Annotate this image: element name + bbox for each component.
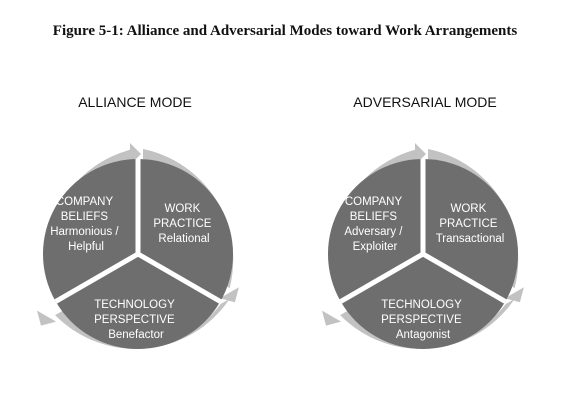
alliance-company-beliefs-label: COMPANY BELIEFS Harmonious / Helpful xyxy=(50,196,122,253)
figure-title: Figure 5-1: Alliance and Adversarial Mod… xyxy=(52,23,518,39)
alliance-divider xyxy=(136,251,222,304)
segment-label-line: COMPANY xyxy=(345,196,403,208)
adversarial-divider xyxy=(339,251,425,304)
adversarial-divider xyxy=(421,251,507,304)
alliance-work-practice-label: WORK PRACTICE Relational xyxy=(153,203,214,245)
segment-label-line: PRACTICE xyxy=(153,218,211,230)
segment-label-line: Helpful xyxy=(68,241,104,253)
segment-label-line: Adversary / xyxy=(344,226,403,238)
alliance-ring-arrowhead-3 xyxy=(37,310,57,326)
segment-label-line: Exploiter xyxy=(353,241,398,253)
adversarial-technology-perspective-label: TECHNOLOGY PERSPECTIVE Antagonist xyxy=(381,299,465,341)
segment-label-line: PERSPECTIVE xyxy=(381,314,462,326)
adversarial-company-beliefs-label: COMPANY BELIEFS Adversary / Exploiter xyxy=(344,196,405,253)
alliance-segments xyxy=(42,159,234,350)
alliance-ring-arrowhead-2 xyxy=(219,287,239,303)
adversarial-work-practice-label: WORK PRACTICE Transactional xyxy=(436,203,505,245)
alliance-mode-title: ALLIANCE MODE xyxy=(78,94,192,110)
segment-label-line: PRACTICE xyxy=(439,218,497,230)
adversarial-mode-title: ADVERSARIAL MODE xyxy=(353,94,496,110)
adversarial-ring-arrowhead-2 xyxy=(504,287,524,303)
segment-label-line: WORK xyxy=(165,203,201,215)
segment-label-line: Antagonist xyxy=(396,329,451,341)
segment-label-line: Transactional xyxy=(436,233,505,245)
segment-label-line: Relational xyxy=(158,233,209,245)
segment-label-line: TECHNOLOGY xyxy=(381,299,462,311)
adversarial-ring-arrowhead-3 xyxy=(322,310,342,326)
segment-label-line: BELIEFS xyxy=(350,211,398,223)
segment-label-line: WORK xyxy=(451,203,487,215)
adversarial-segments xyxy=(327,159,519,350)
segment-label-line: BELIEFS xyxy=(61,211,109,223)
alliance-mode-diagram: ALLIANCE MODE COMPANY BELIEFS Harmonious… xyxy=(37,94,239,350)
segment-label-line: Benefactor xyxy=(108,329,164,341)
segment-label-line: COMPANY xyxy=(56,196,114,208)
segment-label-line: PERSPECTIVE xyxy=(94,314,175,326)
adversarial-mode-diagram: ADVERSARIAL MODE COMPANY BELIEFS Adversa… xyxy=(322,94,524,350)
alliance-technology-perspective-label: TECHNOLOGY PERSPECTIVE Benefactor xyxy=(94,299,178,341)
segment-label-line: Harmonious / xyxy=(50,226,119,238)
segment-label-line: TECHNOLOGY xyxy=(94,299,175,311)
alliance-divider xyxy=(54,251,140,304)
